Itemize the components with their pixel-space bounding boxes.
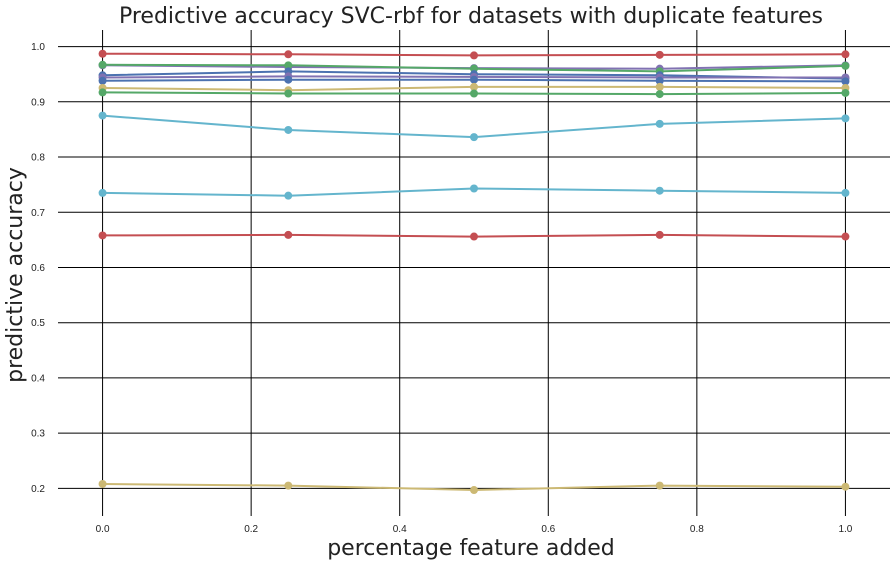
y-axis-label: predictive accuracy (3, 167, 28, 383)
data-point (284, 191, 293, 200)
data-point (655, 481, 664, 490)
data-point (841, 50, 850, 59)
data-point (841, 232, 850, 241)
data-point (470, 486, 478, 495)
data-point (841, 88, 850, 97)
data-point (655, 186, 664, 195)
y-tick-label: 1.0 (31, 42, 45, 53)
chart-title: Predictive accuracy SVC-rbf for datasets… (119, 4, 823, 29)
y-tick-label: 0.3 (31, 429, 45, 440)
series-lines (98, 49, 850, 495)
y-tick-label: 0.7 (31, 208, 45, 219)
y-tick-label: 0.2 (31, 484, 45, 495)
data-point (284, 61, 293, 70)
data-point (470, 89, 478, 98)
data-point (98, 188, 107, 197)
data-point (841, 61, 850, 70)
data-point (655, 82, 664, 91)
data-point (655, 90, 664, 99)
y-tick-label: 0.9 (31, 97, 45, 108)
data-point (98, 60, 107, 69)
x-tick-label: 0.4 (393, 524, 407, 535)
data-point (470, 51, 478, 60)
series-12 (98, 479, 850, 495)
series-11 (98, 230, 850, 241)
data-point (841, 188, 850, 197)
data-point (655, 50, 664, 59)
x-tick-label: 0.6 (541, 524, 555, 535)
data-point (98, 76, 107, 85)
data-point (284, 230, 293, 239)
x-tick-label: 1.0 (838, 524, 852, 535)
x-axis-label: percentage feature added (327, 536, 615, 561)
data-point (98, 88, 107, 97)
series-1 (98, 49, 850, 60)
y-tick-label: 0.4 (31, 373, 45, 384)
series-8 (98, 88, 850, 99)
series-10 (98, 184, 850, 200)
data-point (284, 481, 293, 490)
series-9 (98, 111, 850, 142)
data-point (655, 230, 664, 239)
data-point (98, 111, 107, 120)
data-point (470, 82, 478, 91)
data-point (284, 75, 293, 84)
data-point (655, 119, 664, 128)
data-point (470, 232, 478, 241)
data-point (98, 479, 107, 488)
y-tick-label: 0.6 (31, 263, 45, 274)
tick-labels: 0.2 0.3 0.4 0.5 0.6 0.7 0.8 0.9 1.0 0.0 0.2 0.4 0.6 0… (31, 42, 853, 535)
data-point (284, 50, 293, 59)
data-point (470, 75, 478, 84)
grid (58, 30, 890, 516)
data-point (470, 64, 478, 73)
data-point (284, 89, 293, 98)
data-point (841, 77, 850, 86)
x-tick-label: 0.2 (244, 524, 258, 535)
data-point (655, 76, 664, 85)
y-tick-label: 0.8 (31, 153, 45, 164)
data-point (470, 184, 478, 193)
data-point (841, 114, 850, 123)
data-point (470, 133, 478, 142)
data-point (98, 49, 107, 58)
x-tick-label: 0.8 (690, 524, 704, 535)
y-tick-label: 0.5 (31, 318, 45, 329)
data-point (284, 125, 293, 134)
data-point (98, 231, 107, 240)
data-point (841, 482, 850, 491)
x-tick-label: 0.0 (96, 524, 110, 535)
series-6 (98, 75, 850, 86)
